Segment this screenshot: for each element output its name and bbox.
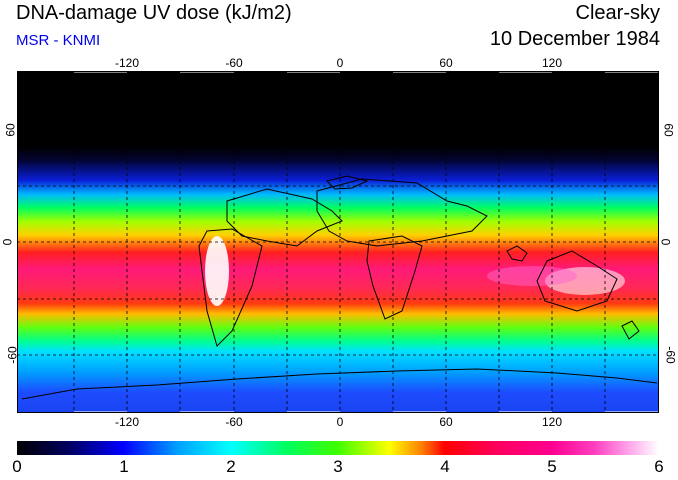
greenland-coast bbox=[326, 175, 369, 190]
map-border bbox=[17, 71, 659, 413]
colorbar-label-4: 4 bbox=[440, 457, 450, 476]
uv-dose-map bbox=[17, 71, 659, 413]
lon-label-top-120w: -120 bbox=[114, 56, 140, 70]
lat-label-right-60n: 60 bbox=[661, 123, 676, 137]
map-title: DNA-damage UV dose (kJ/m2) bbox=[16, 2, 292, 24]
map-overlay bbox=[17, 71, 659, 413]
lon-label-bottom-60w: -60 bbox=[225, 415, 243, 429]
colorbar-label-0: 0 bbox=[12, 457, 22, 476]
sky-condition: Clear-sky bbox=[575, 2, 660, 24]
lat-label-right-0: 0 bbox=[658, 238, 673, 246]
africa-coast bbox=[366, 235, 423, 320]
north-america-coast bbox=[226, 188, 343, 247]
lat-label-left-0: 0 bbox=[0, 238, 15, 246]
lat-label-left-60n: 60 bbox=[3, 123, 18, 137]
new-zealand-coast bbox=[621, 320, 640, 340]
andes-hotspot bbox=[205, 236, 229, 306]
colorbar-label-5: 5 bbox=[547, 457, 557, 476]
lon-label-bottom-60e: 60 bbox=[439, 415, 453, 429]
uv-colorbar bbox=[17, 441, 659, 455]
lat-label-right-60s: -60 bbox=[663, 346, 678, 364]
lon-label-top-0: 0 bbox=[336, 56, 344, 70]
colorbar-label-3: 3 bbox=[333, 457, 343, 476]
colorbar-label-1: 1 bbox=[119, 457, 129, 476]
data-source: MSR - KNMI bbox=[16, 32, 101, 49]
pacific-hotspot bbox=[487, 266, 577, 286]
map-date: 10 December 1984 bbox=[489, 28, 660, 50]
lon-label-top-60e: 60 bbox=[439, 56, 453, 70]
coastlines bbox=[21, 175, 658, 400]
graticule bbox=[17, 71, 659, 413]
south-america-coast bbox=[198, 228, 263, 347]
australia-coast bbox=[536, 250, 618, 312]
colorbar-label-2: 2 bbox=[226, 457, 236, 476]
antarctica-coast bbox=[21, 368, 658, 400]
lon-label-top-120e: 120 bbox=[541, 56, 563, 70]
lon-label-bottom-0: 0 bbox=[336, 415, 344, 429]
colorbar-label-6: 6 bbox=[654, 457, 664, 476]
lon-label-bottom-120w: -120 bbox=[114, 415, 140, 429]
lon-label-top-60w: -60 bbox=[225, 56, 243, 70]
indonesia-coast bbox=[506, 245, 528, 262]
lon-label-bottom-120e: 120 bbox=[541, 415, 563, 429]
eurasia-coast bbox=[316, 178, 488, 247]
